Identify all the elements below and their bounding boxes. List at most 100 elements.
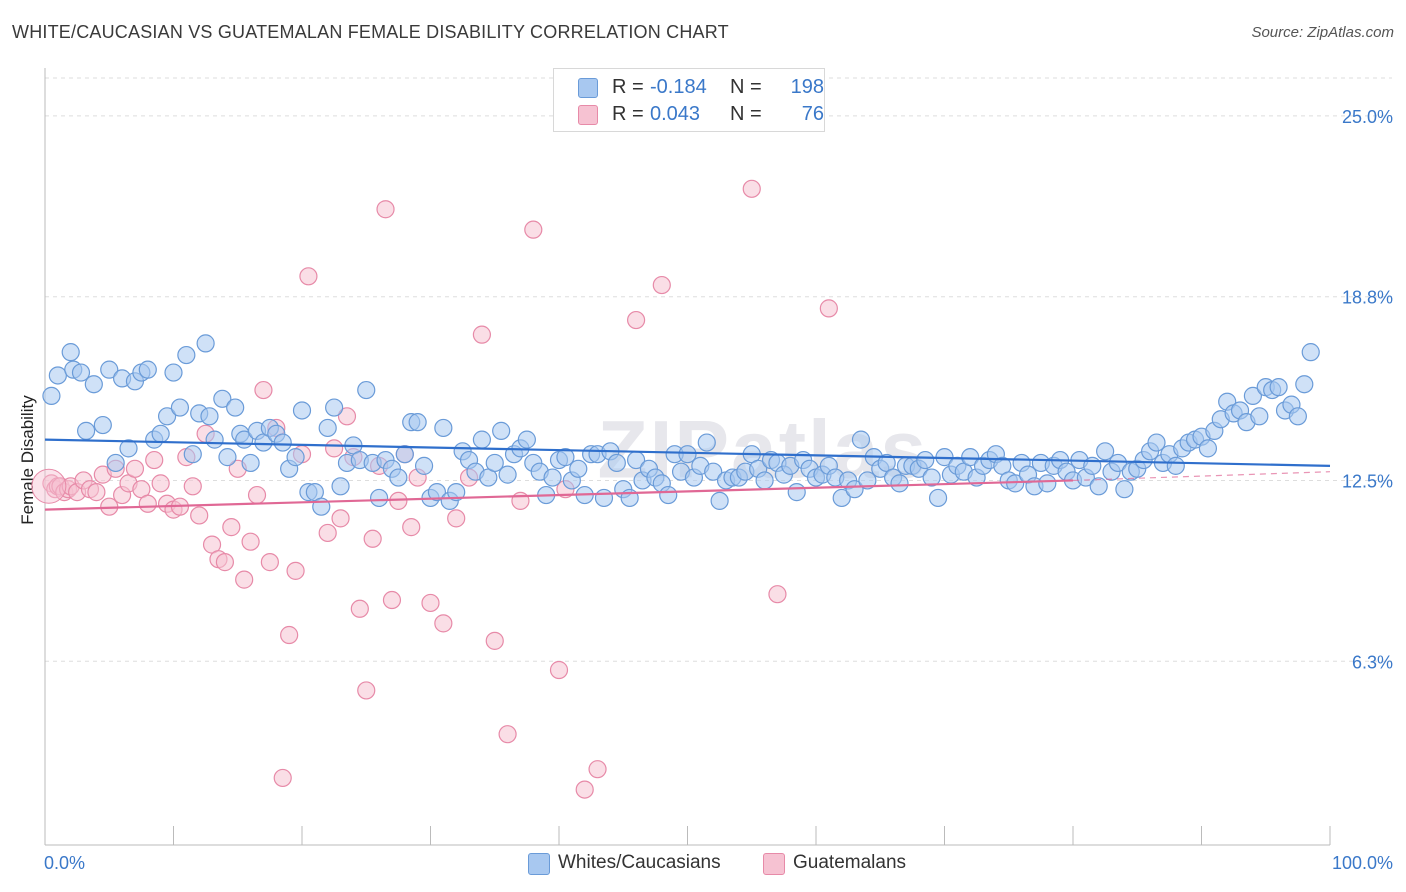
whites-point — [218, 448, 237, 467]
whites-point — [318, 418, 337, 438]
guatemalans-point — [241, 532, 260, 551]
guatemalans-point — [421, 593, 440, 613]
r-value: 0.043 — [650, 103, 701, 125]
guatemalans-point — [357, 681, 376, 700]
whites-point — [472, 430, 491, 449]
whites-point — [151, 424, 170, 443]
whites-point — [1250, 407, 1269, 426]
whites-point — [213, 389, 232, 408]
whites-point — [704, 462, 723, 481]
whites-trend-line — [44, 438, 1331, 467]
whites-point — [177, 345, 196, 365]
whites-point — [226, 398, 245, 417]
guatemalans-point — [626, 310, 646, 330]
whites-point — [755, 471, 774, 490]
guatemalans-point — [549, 660, 569, 680]
whites-point — [370, 488, 389, 508]
guatemalans-point — [151, 474, 170, 493]
guatemalans-trend-line — [44, 479, 1074, 511]
whites-point — [395, 445, 414, 464]
whites-point — [607, 453, 626, 473]
y-tick-label: 6.3% — [1352, 652, 1393, 672]
guatemalans-point — [382, 590, 402, 610]
guatemalans-point — [524, 220, 543, 239]
whites-point — [928, 488, 948, 508]
whites-point — [286, 448, 305, 467]
whites-point — [858, 471, 877, 490]
whites-point — [61, 343, 80, 362]
guatemalans-point — [498, 725, 517, 744]
y-tick-label: 12.5% — [1342, 471, 1393, 491]
whites-point — [1089, 477, 1108, 496]
whites-point — [414, 456, 434, 475]
legend-label-whites: Whites/Caucasians — [558, 852, 721, 873]
whites-point — [164, 363, 183, 382]
whites-point — [408, 413, 427, 432]
guatemalans-trend-extension — [1072, 471, 1331, 482]
whites-point — [357, 380, 376, 400]
guatemalans-point — [273, 768, 292, 788]
guatemalans-point — [138, 494, 157, 513]
whites-point — [710, 491, 729, 510]
whites-point — [170, 398, 190, 417]
legend-swatch-guatemalans — [763, 853, 785, 875]
whites-point — [84, 375, 103, 394]
whites-point — [517, 430, 536, 449]
axes — [44, 68, 1331, 846]
guatemalans-points — [31, 179, 838, 799]
legend-label-guatemalans: Guatemalans — [793, 852, 907, 873]
whites-point — [447, 483, 466, 502]
whites-point — [845, 480, 864, 499]
whites-point — [543, 468, 562, 487]
guatemalans-point — [286, 561, 305, 580]
guatemalans-point — [31, 468, 67, 504]
whites-point — [138, 360, 157, 379]
whites-point — [961, 448, 980, 467]
source-label: Source: ZipAtlas.com — [1251, 24, 1394, 41]
whites-point — [916, 450, 935, 470]
whites-point — [697, 433, 716, 452]
whites-point — [1301, 343, 1320, 362]
r-label: R = — [612, 76, 644, 98]
whites-point — [183, 445, 202, 464]
guatemalans-swatch — [578, 105, 598, 125]
whites-point — [42, 386, 61, 405]
stats-legend: R = -0.184 N = 198 R = 0.043 N = 76 — [553, 68, 825, 132]
guatemalans-point — [819, 299, 838, 318]
guatemalans-point — [260, 553, 279, 572]
n-label: N = — [730, 103, 762, 125]
r-label: R = — [612, 103, 644, 125]
n-value: 76 — [801, 103, 824, 125]
trend-lines — [44, 438, 1331, 511]
whites-point — [241, 453, 260, 473]
whites-point — [106, 453, 125, 473]
guatemalans-point — [254, 380, 273, 400]
guatemalans-point — [485, 631, 504, 650]
whites-point — [200, 407, 219, 426]
guatemalans-point — [247, 485, 267, 505]
legend-swatch-whites — [528, 853, 550, 875]
whites-point — [119, 439, 138, 458]
guatemalans-point — [235, 570, 254, 589]
guatemalans-point — [125, 459, 145, 478]
whites-point — [100, 360, 119, 379]
guatemalans-point — [742, 179, 761, 198]
whites-point — [890, 474, 909, 493]
guatemalans-point — [376, 200, 395, 219]
whites-point — [205, 430, 224, 449]
whites-point — [1295, 375, 1314, 394]
guatemalans-point — [447, 509, 466, 528]
whites-point — [1115, 480, 1134, 499]
guatemalans-point — [222, 518, 241, 537]
whites-point — [1288, 407, 1307, 426]
x-tick-label: 100.0% — [1332, 853, 1393, 873]
guatemalans-point — [652, 275, 671, 295]
whites-point — [498, 465, 517, 484]
whites-point — [492, 421, 511, 440]
whites-point — [196, 334, 215, 353]
y-tick-label: 18.8% — [1342, 288, 1393, 308]
x-tick-label: 0.0% — [44, 853, 85, 873]
whites-point — [832, 488, 851, 508]
guatemalans-point — [363, 529, 382, 548]
guatemalans-point — [434, 614, 453, 633]
